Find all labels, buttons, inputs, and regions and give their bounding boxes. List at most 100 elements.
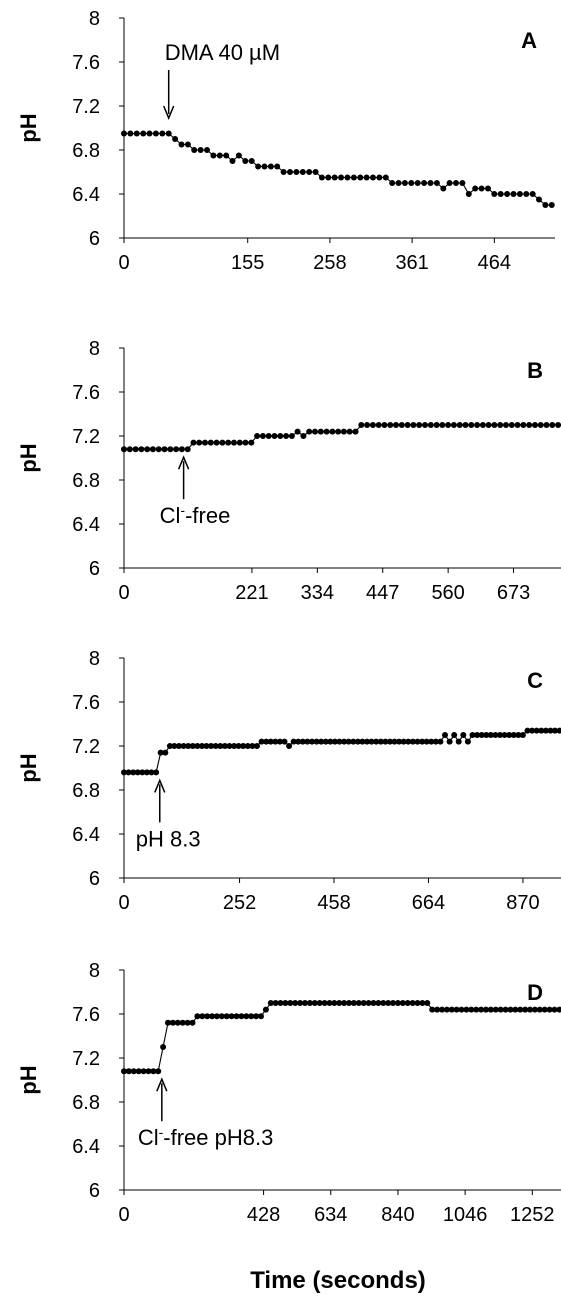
data-point <box>225 439 232 446</box>
data-point <box>189 1019 196 1026</box>
data-point <box>194 743 201 749</box>
y-tick-label: 7.2 <box>72 1048 100 1070</box>
data-point <box>311 1000 318 1006</box>
data-point <box>451 732 458 738</box>
data-point <box>503 422 509 428</box>
data-point <box>295 738 302 745</box>
data-point <box>446 180 453 186</box>
data-point <box>212 743 219 749</box>
data-point <box>316 1000 323 1006</box>
data-point <box>336 1000 343 1006</box>
data-point <box>152 130 159 137</box>
data-point <box>135 1068 142 1075</box>
x-tick-label: 252 <box>223 892 256 914</box>
data-point <box>365 1000 372 1006</box>
data-point <box>216 152 223 159</box>
x-tick-label: 428 <box>247 1204 280 1226</box>
data-point <box>552 727 558 734</box>
data-point <box>345 738 352 745</box>
data-point <box>162 749 169 756</box>
data-point <box>272 738 279 745</box>
x-tick-label: 0 <box>118 252 129 274</box>
panel-label: B <box>527 358 543 383</box>
data-point <box>148 769 155 776</box>
data-point <box>419 738 426 745</box>
data-point <box>277 433 284 439</box>
data-point <box>219 439 226 446</box>
data-point <box>248 439 255 446</box>
data-point <box>551 1006 558 1013</box>
data-point <box>427 422 434 428</box>
data-point <box>439 422 446 428</box>
data-point <box>189 743 196 749</box>
data-point <box>519 732 526 738</box>
y-tick-label: 8 <box>89 338 100 360</box>
data-point <box>210 152 217 159</box>
x-tick-label: 0 <box>118 1204 129 1226</box>
data-point <box>276 738 283 745</box>
annotation-text-part: -free <box>185 503 230 528</box>
data-point <box>546 1006 553 1013</box>
y-tick-label: 6.8 <box>72 140 100 162</box>
x-tick-label: 560 <box>431 582 464 604</box>
data-point <box>134 769 141 776</box>
y-tick-label: 7.2 <box>72 426 100 448</box>
data-point <box>468 1006 475 1013</box>
data-point <box>277 1000 284 1006</box>
data-point <box>450 422 457 428</box>
data-point <box>282 1000 289 1006</box>
data-point <box>294 428 301 435</box>
data-point <box>514 422 521 428</box>
data-point <box>258 738 265 745</box>
data-point <box>370 174 376 181</box>
data-point <box>127 130 134 137</box>
data-point <box>184 141 191 148</box>
annotation-text-part: - <box>180 502 185 518</box>
data-point <box>258 1013 264 1020</box>
data-point <box>235 152 242 159</box>
data-point <box>150 1068 157 1075</box>
data-point <box>255 163 262 170</box>
y-tick-label: 7.2 <box>72 96 100 118</box>
data-point <box>491 422 498 428</box>
data-point <box>463 1006 470 1013</box>
data-point <box>442 732 448 738</box>
data-point <box>302 1000 308 1006</box>
data-point <box>125 769 132 776</box>
y-axis-label: pH <box>16 443 41 472</box>
data-point <box>537 422 544 428</box>
data-point <box>395 180 402 186</box>
annotation-text: pH 8.3 <box>136 826 201 851</box>
data-point <box>504 191 511 197</box>
data-point <box>338 174 345 181</box>
data-point <box>357 174 364 181</box>
data-point <box>242 158 249 164</box>
x-tick-label: 870 <box>506 892 539 914</box>
data-point <box>121 769 127 776</box>
data-point <box>171 743 178 749</box>
data-point <box>248 158 255 164</box>
data-point <box>364 422 371 428</box>
data-point <box>272 1000 279 1006</box>
y-tick-label: 6 <box>89 228 100 250</box>
data-point <box>217 743 224 749</box>
data-point <box>543 422 550 428</box>
annotation-arrowhead <box>177 455 190 470</box>
data-point <box>520 422 527 428</box>
data-point <box>497 422 504 428</box>
data-point <box>408 180 415 186</box>
data-point <box>387 422 394 428</box>
data-point <box>414 738 421 745</box>
data-point <box>531 1006 538 1013</box>
data-point <box>139 769 146 776</box>
data-point <box>510 191 517 197</box>
data-point <box>376 174 383 181</box>
data-point <box>510 732 517 738</box>
data-point <box>263 738 270 745</box>
annotation-arrowhead <box>154 778 166 793</box>
data-point <box>178 141 185 148</box>
x-tick-label: 1046 <box>443 1204 488 1226</box>
data-point <box>464 738 471 745</box>
data-point <box>208 743 215 749</box>
data-point <box>323 428 330 435</box>
